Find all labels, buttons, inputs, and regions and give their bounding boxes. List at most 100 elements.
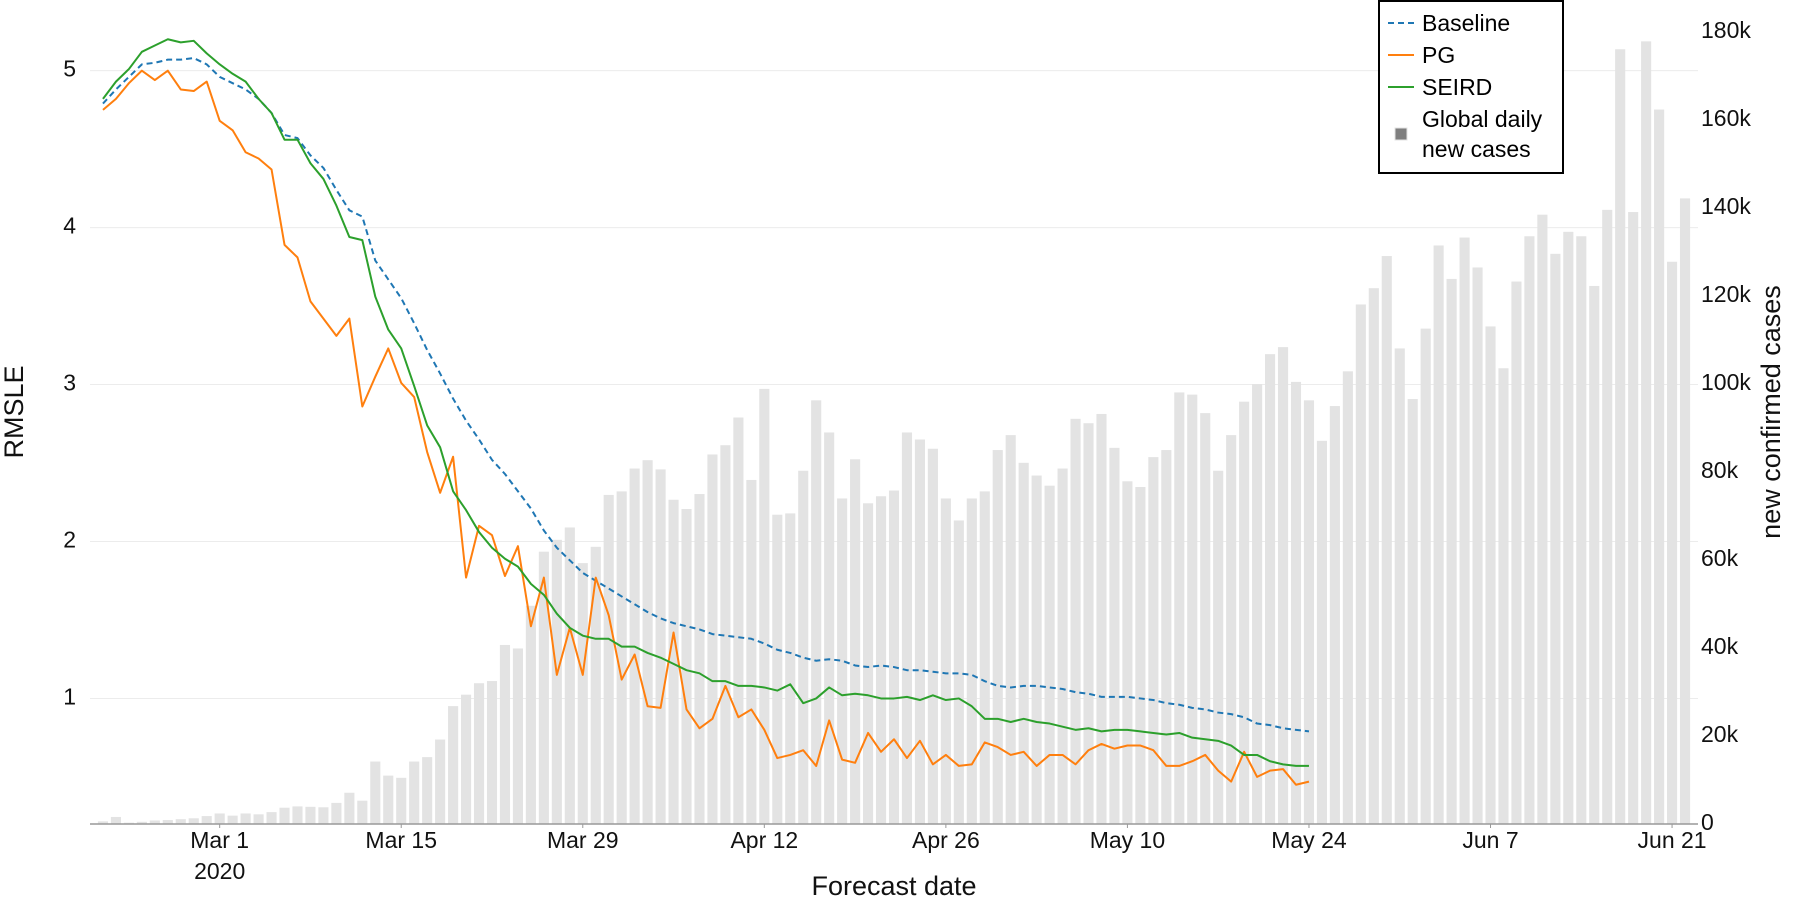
- bar: [136, 821, 147, 824]
- legend-label: SEIRD: [1422, 74, 1493, 100]
- bar: [1290, 381, 1302, 824]
- x-tick-label: May 24: [1271, 827, 1347, 853]
- bar: [1083, 423, 1094, 824]
- bar: [1161, 450, 1172, 824]
- bar: [785, 513, 796, 824]
- x-tick-label: Mar 1: [190, 827, 249, 853]
- bar: [850, 459, 861, 824]
- bar: [1472, 267, 1483, 824]
- y2-tick-label: 80k: [1701, 457, 1739, 483]
- bar: [318, 807, 329, 824]
- bar: [1498, 368, 1509, 824]
- legend-item: Global daily new cases: [1386, 104, 1554, 164]
- legend-item: PG: [1386, 40, 1554, 70]
- bar: [1148, 457, 1159, 824]
- bar: [227, 815, 238, 824]
- x-tick-label: Jun 7: [1462, 827, 1518, 853]
- x-tick-label: Mar 29: [547, 827, 619, 853]
- legend: Baseline PG SEIRD Global daily new cases: [1378, 0, 1564, 174]
- bar: [1459, 237, 1470, 824]
- bar: [188, 818, 199, 824]
- bar: [888, 490, 900, 824]
- bar: [1679, 198, 1691, 824]
- y2-tick-label: 60k: [1701, 545, 1739, 571]
- bar: [1368, 288, 1379, 824]
- bar: [1265, 354, 1276, 824]
- bar: [772, 514, 783, 824]
- bar: [279, 807, 290, 824]
- legend-swatch: [1388, 54, 1414, 56]
- y2-tick-label: 180k: [1701, 17, 1751, 43]
- bar: [525, 605, 536, 824]
- x-tick-sublabel: 2020: [194, 858, 245, 884]
- y2-tick-label: 160k: [1701, 105, 1751, 131]
- y-tick-label: 3: [63, 370, 76, 396]
- y2-tick-label: 20k: [1701, 721, 1739, 747]
- bar: [1524, 236, 1535, 824]
- bar: [214, 813, 225, 824]
- legend-item: Baseline: [1386, 8, 1554, 38]
- bar: [901, 432, 913, 824]
- bar: [1394, 348, 1405, 824]
- bar: [1407, 399, 1418, 824]
- bar: [577, 563, 588, 824]
- y2-tick-label: 40k: [1701, 633, 1739, 659]
- bar: [1342, 371, 1353, 824]
- bar: [1537, 214, 1548, 825]
- bar: [642, 460, 653, 824]
- line: [102, 57, 1310, 733]
- bar: [448, 706, 459, 824]
- bar: [1226, 435, 1237, 824]
- x-tick-label: May 10: [1090, 827, 1165, 853]
- bar: [253, 814, 264, 824]
- y-tick-label: 5: [63, 56, 76, 82]
- bar: [1239, 401, 1250, 824]
- x-axis-label: Forecast date: [811, 871, 976, 900]
- bar: [331, 802, 342, 824]
- y2-tick-label: 0: [1701, 809, 1714, 835]
- bar: [512, 648, 523, 824]
- bar: [486, 681, 498, 824]
- bar: [1589, 285, 1600, 824]
- bar: [1303, 400, 1315, 824]
- bar: [824, 432, 835, 824]
- bar: [1018, 462, 1029, 824]
- bar: [1615, 49, 1626, 824]
- bar: [1667, 261, 1678, 825]
- bar: [1420, 328, 1431, 824]
- bar: [875, 496, 887, 824]
- bar: [1109, 447, 1120, 824]
- legend-swatch: [1394, 127, 1408, 141]
- bar: [1070, 418, 1081, 824]
- bar: [409, 761, 420, 824]
- bar: [473, 683, 485, 824]
- bar: [1316, 440, 1327, 824]
- bar: [746, 479, 757, 824]
- bar: [110, 816, 121, 824]
- bar: [655, 469, 666, 824]
- bar: [966, 498, 977, 824]
- y2-tick-label: 140k: [1701, 193, 1751, 219]
- legend-swatch: [1388, 86, 1414, 88]
- bar: [396, 777, 407, 824]
- bar: [149, 820, 160, 824]
- legend-label: PG: [1422, 42, 1456, 68]
- bar: [370, 761, 381, 824]
- bar: [1485, 326, 1496, 824]
- bar: [1576, 236, 1587, 824]
- legend-label: Baseline: [1422, 10, 1511, 36]
- bar: [992, 450, 1003, 824]
- x-tick-label: Mar 15: [365, 827, 437, 853]
- bar: [357, 800, 368, 824]
- bar: [422, 757, 433, 824]
- bar: [1641, 41, 1652, 824]
- bar: [1174, 392, 1185, 824]
- bar: [1252, 384, 1263, 824]
- y2-tick-label: 100k: [1701, 369, 1751, 395]
- legend-swatch: [1388, 22, 1414, 24]
- y-tick-label: 1: [63, 684, 76, 710]
- bar: [759, 388, 770, 824]
- x-tick-label: Apr 12: [730, 827, 798, 853]
